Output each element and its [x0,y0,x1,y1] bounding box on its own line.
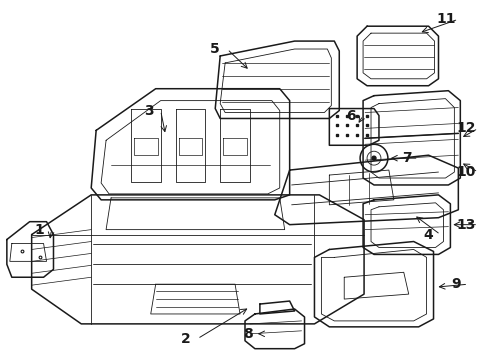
Text: 7: 7 [402,151,412,165]
Text: 13: 13 [457,218,476,231]
Text: 10: 10 [457,165,476,179]
Text: 5: 5 [210,42,220,56]
Text: 8: 8 [243,327,253,341]
Text: 6: 6 [346,108,356,122]
Circle shape [372,156,376,160]
Text: 3: 3 [144,104,153,118]
Text: 11: 11 [437,12,456,26]
Text: 9: 9 [452,277,461,291]
Text: 2: 2 [181,332,190,346]
Text: 1: 1 [35,222,45,237]
Text: 4: 4 [424,228,434,242]
Text: 12: 12 [457,121,476,135]
